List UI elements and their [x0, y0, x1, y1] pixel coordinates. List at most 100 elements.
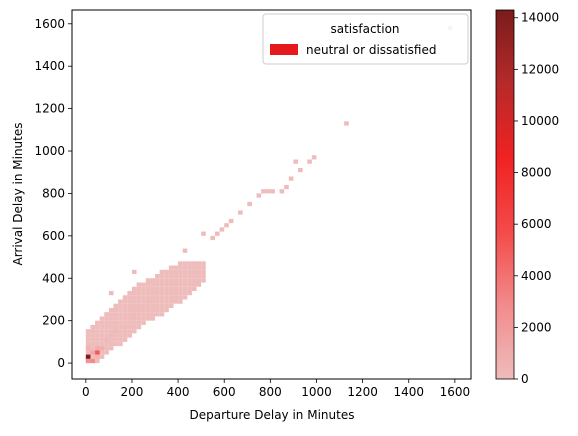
x-tick-label: 1400	[393, 385, 424, 399]
heatmap-cell	[173, 299, 179, 304]
heatmap-cell	[95, 341, 100, 347]
heatmap-cell	[173, 265, 179, 270]
legend: satisfaction neutral or dissatisfied	[262, 13, 469, 65]
heatmap-cell	[104, 320, 109, 325]
x-axis-label: Departure Delay in Minutes	[190, 408, 355, 422]
legend-label: neutral or dissatisfied	[306, 43, 436, 57]
heatmap-cell	[95, 358, 100, 364]
heatmap-cell	[201, 265, 206, 270]
heatmap-cell	[108, 290, 114, 296]
heatmap-cell	[173, 278, 179, 283]
heatmap-cell	[228, 218, 234, 224]
heatmap-cell	[182, 290, 188, 296]
heatmap-cell	[182, 286, 188, 291]
heatmap-cell	[113, 333, 119, 338]
heatmap-cell	[136, 295, 142, 300]
heatmap-cell	[131, 312, 137, 317]
heatmap-cell	[187, 278, 192, 283]
heatmap-cell	[90, 329, 96, 334]
heatmap-cell	[127, 303, 132, 308]
heatmap-cell	[113, 320, 119, 325]
heatmap-cell	[104, 333, 109, 338]
heatmap-cell	[173, 282, 179, 287]
heatmap-cell	[95, 324, 100, 330]
heatmap-cell	[99, 337, 105, 342]
y-tick-label: 1200	[34, 102, 65, 116]
heatmap-cell	[95, 329, 100, 334]
heatmap-cell	[95, 354, 100, 359]
heatmap-cell	[85, 354, 91, 359]
heatmap-cell	[182, 248, 188, 253]
heatmap-cell	[159, 269, 165, 275]
heatmap-cell	[196, 278, 202, 283]
heatmap-cell	[178, 269, 183, 275]
heatmap-cell	[214, 231, 220, 236]
y-tick-label: 800	[42, 186, 65, 200]
heatmap-cell	[191, 282, 197, 287]
heatmap-cell	[182, 282, 188, 287]
heatmap-cell	[168, 290, 174, 296]
heatmap-cell	[104, 346, 109, 351]
heatmap-cell	[122, 320, 128, 325]
heatmap-cell	[164, 307, 169, 313]
heatmap-cell	[99, 341, 105, 347]
heatmap-cell	[118, 324, 123, 330]
heatmap-cell	[131, 307, 137, 313]
heatmap-cell	[201, 274, 206, 279]
heatmap-cell	[118, 333, 123, 338]
heatmap-cell	[85, 341, 91, 347]
heatmap-cell	[311, 155, 317, 160]
heatmap-cell	[191, 261, 197, 266]
heatmap-cell	[104, 324, 109, 330]
heatmap-cell	[127, 320, 132, 325]
heatmap-cell	[187, 269, 192, 275]
heatmap-cell	[108, 316, 114, 321]
heatmap-cell	[187, 265, 192, 270]
heatmap-cell	[127, 316, 132, 321]
heatmap-cell	[141, 290, 146, 296]
heatmap-cell	[90, 337, 96, 342]
heatmap-cell	[127, 312, 132, 317]
heatmap-cell	[168, 269, 174, 275]
heatmap-cell	[122, 307, 128, 313]
heatmap-cell	[108, 312, 114, 317]
heatmap-cell	[99, 329, 105, 334]
heatmap-cell	[150, 295, 156, 300]
colorbar-ticks: 0 2000 4000 6000 8000 10000 12000 14000	[514, 11, 559, 386]
heatmap-cell	[155, 278, 160, 283]
heatmap-cell	[224, 223, 229, 228]
heatmap-cell	[182, 274, 188, 279]
heatmap-cell	[168, 286, 174, 291]
heatmap-cell	[178, 299, 183, 304]
heatmap-cell	[178, 295, 183, 300]
heatmap-cell	[173, 269, 179, 275]
heatmap-cell	[99, 324, 105, 330]
heatmap-cell	[131, 299, 137, 304]
heatmap-cell	[118, 341, 123, 347]
heatmap-cell	[131, 269, 137, 275]
x-tick-label: 600	[213, 385, 236, 399]
heatmap-cell	[173, 295, 179, 300]
heatmap-cell	[90, 333, 96, 338]
x-tick-label: 1000	[301, 385, 332, 399]
y-tick-label: 600	[42, 229, 65, 243]
heatmap-cell	[127, 299, 132, 304]
heatmap-cell	[178, 290, 183, 296]
y-axis-ticks: 0 200 400 600 800 1000 1200 1400 1600	[34, 17, 72, 370]
y-axis-label: Arrival Delay in Minutes	[11, 122, 25, 265]
heatmap-cell	[85, 346, 91, 351]
heatmap-cell	[141, 307, 146, 313]
heatmap-cell	[261, 189, 266, 194]
x-axis-ticks: 0 200 400 600 800 1000 1200 1400 1600	[82, 379, 470, 399]
heatmap-cell	[196, 282, 202, 287]
heatmap-cell	[196, 265, 202, 270]
x-tick-label: 400	[167, 385, 190, 399]
heatmap-cell	[150, 290, 156, 296]
colorbar-tick-label: 2000	[521, 320, 552, 334]
heatmap-cell	[219, 227, 225, 232]
heatmap-cell	[95, 337, 100, 342]
heatmap-cell	[178, 261, 183, 266]
heatmap-cell	[118, 303, 123, 308]
heatmap-cell	[173, 286, 179, 291]
